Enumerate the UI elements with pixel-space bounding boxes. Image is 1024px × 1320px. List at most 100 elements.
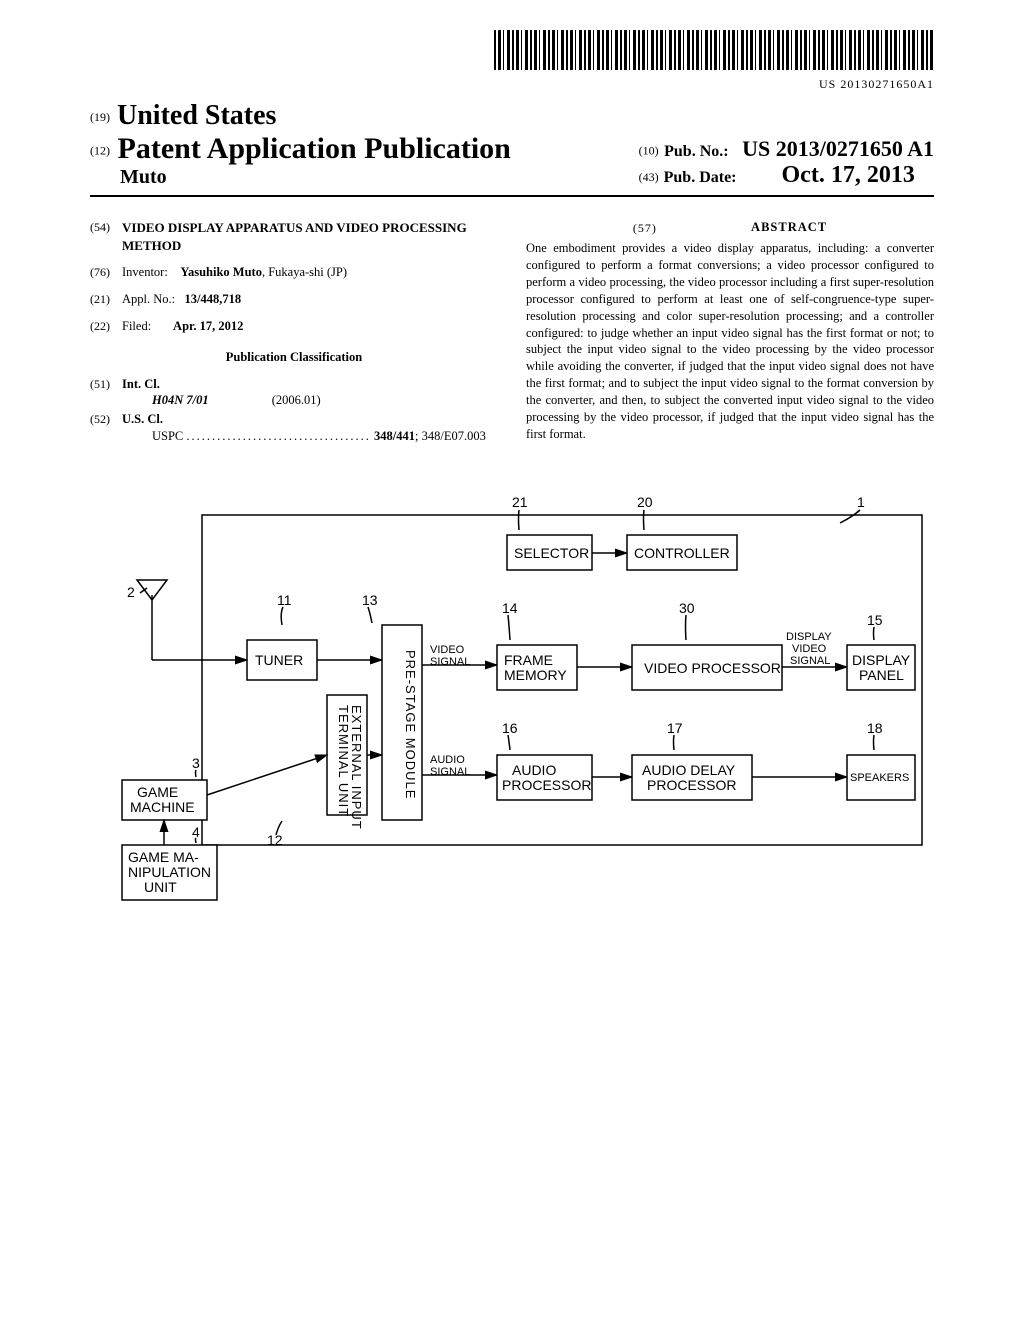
uspc-bold: 348/441 — [374, 429, 415, 443]
pub-date-label: Pub. Date: — [664, 169, 737, 186]
audio-signal-label-1: AUDIO — [430, 754, 465, 766]
country-line: (19) United States — [90, 100, 511, 132]
video-signal-label-1: VIDEO — [430, 644, 465, 656]
abstract-text: One embodiment provides a video display … — [526, 240, 934, 443]
filed-row: (22) Filed: Apr. 17, 2012 — [90, 318, 498, 335]
pub-type-prefix: (12) — [90, 144, 110, 158]
filed-num: (22) — [90, 318, 122, 335]
abstract-block: (57) ABSTRACT One embodiment provides a … — [526, 219, 934, 443]
ref-21: 21 — [512, 494, 528, 510]
inventor-num: (76) — [90, 264, 122, 281]
pub-no-prefix: (10) — [639, 143, 659, 157]
biblio-columns: (54) VIDEO DISPLAY APPARATUS AND VIDEO P… — [90, 219, 934, 455]
classification-heading: Publication Classification — [90, 349, 498, 366]
header-left: (19) United States (12) Patent Applicati… — [90, 100, 511, 189]
ref-12: 12 — [267, 832, 283, 848]
filed-line: Filed: Apr. 17, 2012 — [122, 318, 498, 335]
uspc-label: USPC — [152, 429, 183, 443]
pub-no-line: (10) Pub. No.: US 2013/0271650 A1 — [639, 136, 934, 162]
appl-label: Appl. No.: — [122, 292, 175, 306]
pub-type-line: (12) Patent Application Publication — [90, 132, 511, 166]
speakers-label: SPEAKERS — [850, 772, 909, 784]
uspc-dots: .................................... — [186, 429, 371, 443]
game-manip-label-3: UNIT — [144, 879, 177, 895]
pub-date-prefix: (43) — [639, 170, 659, 184]
pub-date-value: Oct. 17, 2013 — [782, 162, 915, 188]
appl-num-num: (21) — [90, 291, 122, 308]
abstract-heading: ABSTRACT — [751, 220, 827, 234]
video-signal-label-2: SIGNAL — [430, 656, 470, 668]
inventor-row: (76) Inventor: Yasuhiko Muto, Fukaya-shi… — [90, 264, 498, 281]
inventor-name: Yasuhiko Muto — [180, 265, 262, 279]
video-processor-label: VIDEO PROCESSOR — [644, 660, 781, 676]
diagram-svg: 1 2 TUNER 11 EXTERNAL INPUT TERMINAL UNI… — [92, 485, 932, 915]
audio-delay-label-2: PROCESSOR — [647, 777, 736, 793]
selector-label: SELECTOR — [514, 545, 589, 561]
title-num: (54) — [90, 219, 122, 254]
title-row: (54) VIDEO DISPLAY APPARATUS AND VIDEO P… — [90, 219, 498, 254]
left-column: (54) VIDEO DISPLAY APPARATUS AND VIDEO P… — [90, 219, 498, 455]
country-prefix: (19) — [90, 110, 110, 124]
audio-signal-label-2: SIGNAL — [430, 766, 470, 778]
game-machine-label-2: MACHINE — [130, 799, 195, 815]
game-manip-label-2: NIPULATION — [128, 864, 211, 880]
disp-vid-label-1: DISPLAY — [786, 631, 832, 643]
header-right: (10) Pub. No.: US 2013/0271650 A1 (43) P… — [639, 136, 934, 189]
ref-15: 15 — [867, 612, 883, 628]
uscl-num: (52) — [90, 411, 122, 445]
patent-page: US 20130271650A1 (19) United States (12)… — [0, 0, 1024, 955]
ref-20: 20 — [637, 494, 653, 510]
author-name: Muto — [120, 166, 511, 189]
ref-14: 14 — [502, 600, 518, 616]
pub-type-text: Patent Application Publication — [118, 132, 511, 165]
controller-label: CONTROLLER — [634, 545, 730, 561]
inventor-line: Inventor: Yasuhiko Muto, Fukaya-shi (JP) — [122, 264, 498, 281]
intcl-line: Int. Cl. H04N 7/01 (2006.01) — [122, 376, 498, 410]
ref-17: 17 — [667, 720, 683, 736]
appl-value: 13/448,718 — [185, 292, 242, 306]
barcode-area: US 20130271650A1 — [90, 30, 934, 92]
barcode-text: US 20130271650A1 — [90, 77, 934, 92]
ref-30: 30 — [679, 600, 695, 616]
ref-13: 13 — [362, 592, 378, 608]
disp-vid-label-2: VIDEO — [792, 643, 827, 655]
pub-no-value: US 2013/0271650 A1 — [742, 136, 934, 161]
display-panel-label-2: PANEL — [859, 667, 904, 683]
ref-18: 18 — [867, 720, 883, 736]
ref-4: 4 — [192, 824, 200, 840]
uspc-line: USPC ...................................… — [152, 429, 486, 443]
frame-memory-label-1: FRAME — [504, 652, 553, 668]
uscl-row: (52) U.S. Cl. USPC .....................… — [90, 411, 498, 445]
disp-vid-label-3: SIGNAL — [790, 655, 830, 667]
frame-memory-label-2: MEMORY — [504, 667, 567, 683]
display-panel-label-1: DISPLAY — [852, 652, 911, 668]
ref-3: 3 — [192, 755, 200, 771]
block-diagram: 1 2 TUNER 11 EXTERNAL INPUT TERMINAL UNI… — [90, 485, 934, 915]
inventor-loc: , Fukaya-shi (JP) — [262, 265, 347, 279]
intcl-row: (51) Int. Cl. H04N 7/01 (2006.01) — [90, 376, 498, 410]
right-column: (57) ABSTRACT One embodiment provides a … — [526, 219, 934, 455]
intcl-num: (51) — [90, 376, 122, 410]
abstract-num: (57) — [633, 221, 657, 235]
game-machine-label-1: GAME — [137, 784, 178, 800]
intcl-label: Int. Cl. — [122, 377, 160, 391]
audio-delay-label-1: AUDIO DELAY — [642, 762, 736, 778]
game-manip-label-1: GAME MA- — [128, 849, 199, 865]
uscl-line: U.S. Cl. USPC ..........................… — [122, 411, 498, 445]
intcl-year: (2006.01) — [272, 393, 321, 407]
ref-16: 16 — [502, 720, 518, 736]
inventor-label: Inventor: — [122, 265, 168, 279]
appl-row: (21) Appl. No.: 13/448,718 — [90, 291, 498, 308]
filed-label: Filed: — [122, 319, 151, 333]
pub-date-line: (43) Pub. Date: Oct. 17, 2013 — [639, 162, 934, 189]
audio-proc-label-1: AUDIO — [512, 762, 556, 778]
header-block: (19) United States (12) Patent Applicati… — [90, 100, 934, 197]
country-name: United States — [117, 100, 276, 131]
barcode-icon — [494, 30, 934, 70]
abstract-heading-line: (57) ABSTRACT — [526, 219, 934, 236]
appl-line: Appl. No.: 13/448,718 — [122, 291, 498, 308]
ref-11: 11 — [277, 592, 292, 608]
pre-stage-label: PRE-STAGE MODULE — [403, 650, 418, 799]
title-text: VIDEO DISPLAY APPARATUS AND VIDEO PROCES… — [122, 219, 498, 254]
pub-no-label: Pub. No.: — [664, 143, 728, 160]
